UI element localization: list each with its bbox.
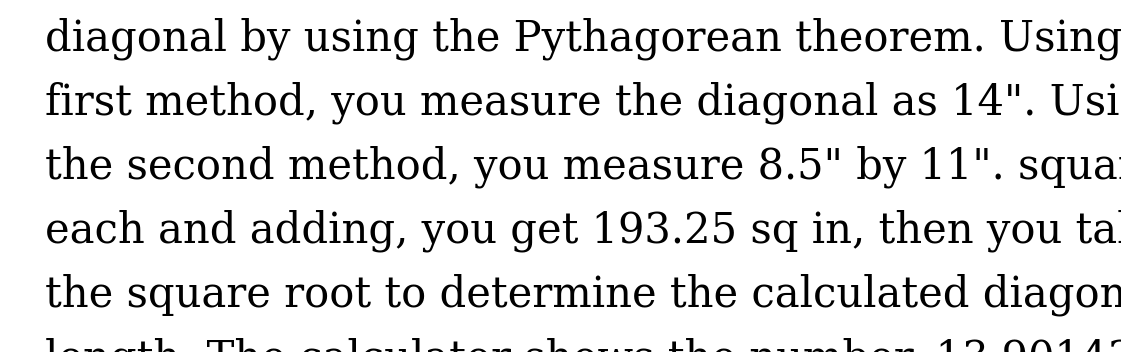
Text: diagonal by using the Pythagorean theorem. Using the
first method, you measure t: diagonal by using the Pythagorean theore… <box>45 18 1121 352</box>
